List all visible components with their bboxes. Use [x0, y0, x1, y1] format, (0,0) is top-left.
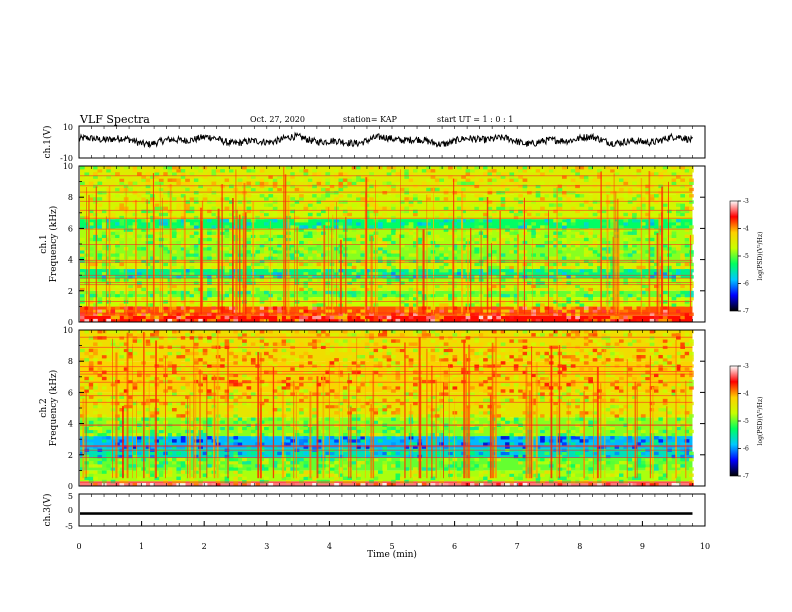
- date-label: Oct. 27, 2020: [250, 115, 305, 124]
- ch3-ytick-mid: 0: [68, 506, 73, 515]
- time-tick-label: 10: [700, 542, 710, 551]
- time-tick-label: 0: [76, 542, 81, 551]
- colorbar-tick-label: -7: [743, 473, 749, 480]
- frequency-tick-label: 8: [68, 357, 73, 366]
- time-tick-label: 5: [389, 542, 394, 551]
- colorbar-tick-label: -5: [743, 253, 749, 260]
- ch1-waveform-trace: [78, 131, 693, 149]
- frequency-tick-label: 2: [68, 287, 73, 296]
- ch2-colorbar-ticks: -3 -4 -5 -6 -7: [738, 363, 749, 480]
- frequency-tick-label: 4: [68, 256, 73, 265]
- ch1-ytick-top: 10: [63, 123, 73, 132]
- time-tick-label: 2: [202, 542, 207, 551]
- ch1-colorbar-label: log(PSD)(V²/Hz): [757, 232, 764, 281]
- time-tick-label: 6: [452, 542, 457, 551]
- ch3-waveform-panel: 5 0 -5 ch.3(V) 0 1 2 3 4 5 6 7 8 9 10 Time (min): [42, 126, 710, 560]
- time-tick-label: 1: [139, 542, 144, 551]
- ch2-spectrogram-ticks: 0 2 4 6 8 10: [63, 326, 705, 491]
- ch1-spectrogram-ylabel-freq: Frequency (kHz): [48, 206, 59, 283]
- frequency-tick-label: 6: [68, 224, 73, 233]
- ch1-spectrogram-ylabel-channel: ch.1: [39, 234, 49, 253]
- time-tick-label: 9: [640, 542, 645, 551]
- ch1-colorbar-gradient: [729, 200, 739, 312]
- ch1-colorbar-ticks: -3 -4 -5 -6 -7: [738, 198, 749, 315]
- frequency-tick-label: 10: [63, 162, 73, 171]
- colorbar-tick-label: -7: [743, 308, 749, 315]
- time-axis-ticks: 0 1 2 3 4 5 6 7 8 9 10: [76, 126, 710, 551]
- time-tick-label: 4: [327, 542, 332, 551]
- colorbar-tick-label: -3: [743, 363, 749, 370]
- colorbar-tick-label: -5: [743, 418, 749, 425]
- ch2-colorbar-gradient: [729, 365, 739, 477]
- ch2-spectrogram-image: [80, 330, 694, 487]
- colorbar-tick-label: -6: [743, 446, 749, 453]
- ch3-waveform-trace: [80, 512, 693, 515]
- ch1-waveform-frame: [78, 125, 706, 159]
- figure-title: VLF Spectra: [79, 113, 150, 126]
- ch1-spectrogram-ticks: 0 2 4 6 8 10: [63, 162, 705, 327]
- frequency-tick-label: 6: [68, 388, 73, 397]
- time-tick-label: 3: [264, 542, 269, 551]
- frequency-tick-label: 4: [68, 420, 73, 429]
- ch3-ytick-top: 5: [68, 492, 73, 501]
- frequency-tick-label: 8: [68, 193, 73, 202]
- station-label: station= KAP: [343, 115, 398, 124]
- ch1-colorbar: -3 -4 -5 -6 -7 log(PSD)(V²/Hz): [729, 198, 764, 315]
- ch2-spectrogram-panel: 0 2 4 6 8 10 ch.2 Frequency (kHz): [39, 326, 706, 491]
- ch3-waveform-ylabel: ch.3(V): [42, 494, 53, 527]
- time-tick-label: 8: [577, 542, 582, 551]
- ch2-colorbar-label: log(PSD)(V²/Hz): [757, 397, 764, 446]
- frequency-tick-label: 0: [68, 482, 73, 491]
- ch1-waveform-panel: 10 -10 ch.1(V): [42, 123, 706, 163]
- colorbar-tick-label: -4: [743, 391, 749, 398]
- ch1-spectrogram-image: [80, 166, 694, 323]
- ch1-spectrogram-panel: 0 2 4 6 8 10 ch.1 Frequency (kHz): [39, 162, 706, 327]
- ch2-colorbar: -3 -4 -5 -6 -7 log(PSD)(V²/Hz): [729, 363, 764, 480]
- ch3-ytick-bottom: -5: [65, 522, 73, 531]
- frequency-tick-label: 0: [68, 318, 73, 327]
- start-time-label: start UT = 1 : 0 : 1: [437, 115, 513, 124]
- ch2-spectrogram-ylabel-channel: ch.2: [39, 398, 49, 417]
- time-tick-label: 7: [515, 542, 520, 551]
- frequency-tick-label: 2: [68, 451, 73, 460]
- ch2-spectrogram-ylabel-freq: Frequency (kHz): [48, 370, 59, 447]
- colorbar-tick-label: -6: [743, 281, 749, 288]
- ch1-waveform-ylabel: ch.1(V): [42, 126, 53, 159]
- time-axis-label: Time (min): [367, 549, 417, 560]
- frequency-tick-label: 10: [63, 326, 73, 335]
- colorbar-tick-label: -4: [743, 226, 749, 233]
- ch1-ytick-bottom: -10: [60, 154, 73, 163]
- colorbar-tick-label: -3: [743, 198, 749, 205]
